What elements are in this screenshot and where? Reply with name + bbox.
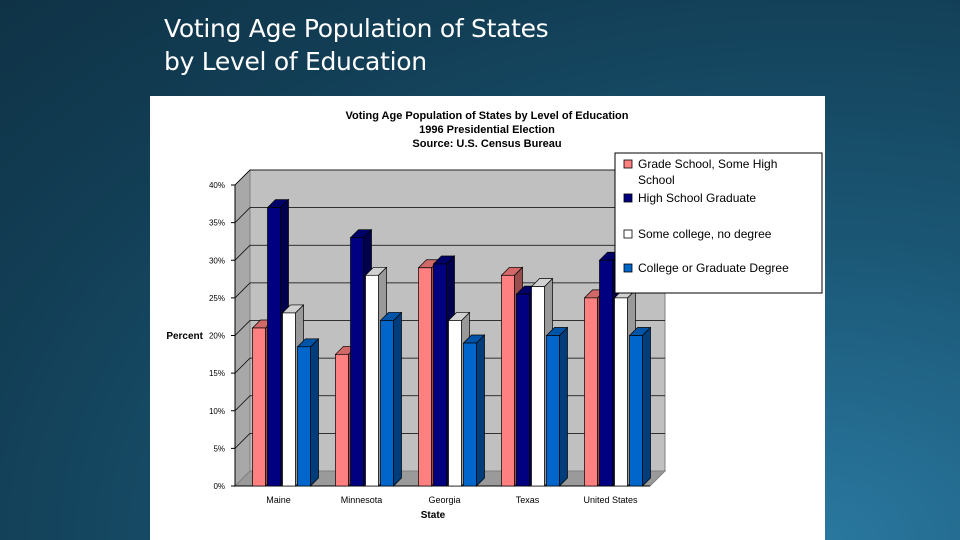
gridline	[234, 169, 665, 186]
slide-title-line-1: Voting Age Population of States	[164, 14, 549, 43]
legend-label: Some college, no degree	[638, 227, 772, 241]
chart-subtitle: 1996 Presidential Election	[419, 124, 555, 136]
legend-label: Grade School, Some High School	[638, 157, 777, 187]
bar	[282, 312, 296, 487]
x-axis-label: State	[421, 510, 446, 521]
bar-side	[559, 326, 568, 487]
y-tick-label: 5%	[213, 444, 225, 453]
bar	[501, 274, 515, 487]
y-tick-label: 30%	[209, 256, 225, 265]
bar	[380, 320, 394, 487]
x-tick-label: Minnesota	[341, 495, 383, 505]
bar	[433, 263, 447, 487]
legend-swatch	[623, 159, 633, 169]
bar-side	[642, 326, 651, 487]
y-axis-label: Percent	[166, 331, 203, 342]
chart-title: Voting Age Population of States by Level…	[346, 110, 629, 122]
y-tick-label: 20%	[209, 332, 225, 341]
legend-box	[614, 152, 823, 294]
bar	[516, 293, 530, 487]
y-tick-label: 25%	[209, 294, 225, 303]
bar	[614, 297, 628, 487]
y-tick-label: 35%	[209, 219, 225, 228]
gridline	[234, 282, 665, 299]
chart-source: Source: U.S. Census Bureau	[412, 138, 561, 150]
y-tick-label: 40%	[209, 181, 225, 190]
bar	[252, 327, 266, 487]
bar	[365, 274, 379, 487]
bar-side	[476, 334, 485, 487]
bar	[297, 346, 311, 487]
bar	[335, 353, 349, 487]
legend-swatch	[623, 263, 633, 273]
bar	[350, 237, 364, 487]
gridline	[234, 244, 665, 261]
x-tick-label: Texas	[516, 495, 540, 505]
chart-panel: Voting Age Population of States by Level…	[150, 96, 825, 540]
x-tick-label: Georgia	[428, 495, 460, 505]
gridline	[234, 207, 665, 223]
legend-swatch	[623, 193, 633, 203]
slide-title-line-2: by Level of Education	[164, 47, 427, 76]
legend-swatch	[623, 229, 633, 239]
bar-side	[393, 311, 402, 487]
bar	[448, 320, 462, 487]
x-tick-label: United States	[583, 495, 638, 505]
bar	[267, 207, 281, 487]
bar	[418, 267, 432, 487]
bar	[629, 335, 643, 487]
x-tick-label: Maine	[266, 495, 291, 505]
bar	[599, 259, 613, 487]
y-tick-label: 15%	[209, 369, 225, 378]
slide-title: Voting Age Population of States by Level…	[164, 12, 764, 78]
bar	[463, 342, 477, 487]
y-tick-label: 0%	[213, 482, 225, 491]
bar	[531, 286, 545, 487]
legend-label: High School Graduate	[638, 191, 756, 205]
bar-chart: Voting Age Population of States by Level…	[166, 110, 823, 521]
bar-side	[310, 337, 319, 487]
bar	[546, 335, 560, 487]
y-tick-label: 10%	[209, 407, 225, 416]
bar	[584, 297, 598, 487]
legend-label: College or Graduate Degree	[638, 261, 789, 275]
